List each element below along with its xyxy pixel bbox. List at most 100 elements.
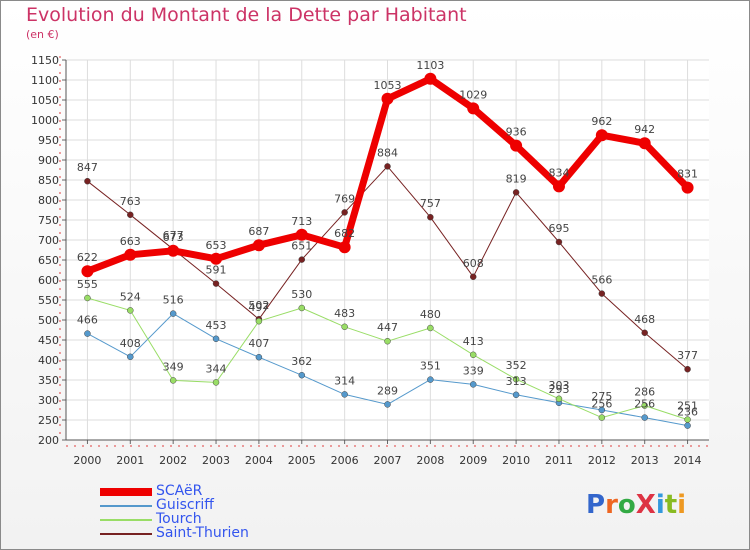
- data-label-sca-r: 936: [506, 126, 527, 139]
- data-point-saint-thurien: [84, 177, 91, 185]
- logo-letter: o: [617, 490, 636, 520]
- data-point-tourch: [555, 395, 563, 403]
- data-point-sca-r: [338, 241, 351, 254]
- legend-label-guiscriff: Guiscriff: [156, 497, 214, 513]
- data-label-tourch: 413: [463, 335, 484, 348]
- data-label-saint-thurien: 769: [334, 192, 355, 205]
- data-label-sca-r: 962: [591, 115, 612, 128]
- y-tick-label: 250: [38, 414, 59, 427]
- data-label-guiscriff: 289: [377, 384, 398, 397]
- legend-swatch-tourch: [100, 519, 152, 521]
- data-point-tourch: [641, 402, 648, 409]
- data-label-sca-r: 682: [334, 227, 355, 240]
- data-label-sca-r: 1053: [374, 79, 402, 92]
- legend-swatch-guiscriff: [100, 505, 152, 507]
- data-point-guiscriff: [684, 422, 691, 429]
- data-point-saint-thurien: [298, 256, 306, 263]
- x-tick-label: 2002: [159, 454, 187, 467]
- data-point-tourch: [341, 323, 348, 331]
- data-point-tourch: [684, 416, 691, 423]
- data-point-guiscriff: [598, 406, 606, 414]
- data-point-tourch: [169, 377, 177, 384]
- data-label-tourch: 483: [334, 307, 355, 320]
- x-tick-label: 2013: [631, 454, 659, 467]
- data-label-saint-thurien: 763: [120, 195, 141, 208]
- data-label-saint-thurien: 502: [248, 299, 269, 312]
- data-label-saint-thurien: 468: [634, 313, 655, 326]
- series: [81, 72, 694, 429]
- x-tick-label: 2003: [202, 454, 230, 467]
- data-point-tourch: [469, 351, 477, 359]
- x-tick-label: 2004: [245, 454, 273, 467]
- data-point-sca-r: [638, 137, 651, 150]
- proxiti-logo: ProXiti: [586, 490, 686, 520]
- legend-label-saint-thurien: Saint-Thurien: [156, 525, 249, 541]
- logo-letter: i: [677, 490, 687, 520]
- data-point-tourch: [384, 337, 391, 345]
- data-point-sca-r: [81, 265, 94, 278]
- data-label-saint-thurien: 695: [548, 222, 569, 235]
- data-point-sca-r: [124, 248, 137, 261]
- data-label-sca-r: 687: [248, 225, 269, 238]
- data-label-saint-thurien: 884: [377, 146, 398, 159]
- data-label-tourch: 251: [677, 400, 698, 413]
- legend-swatch-sca-r: [100, 488, 152, 496]
- data-label-saint-thurien: 591: [206, 264, 227, 277]
- y-tick-label: 550: [38, 294, 59, 307]
- y-tick-label: 450: [38, 334, 59, 347]
- data-label-sca-r: 1103: [416, 59, 444, 72]
- data-label-guiscriff: 256: [634, 398, 655, 411]
- chart-unit: (en €): [26, 28, 59, 41]
- y-tick-label: 900: [38, 154, 59, 167]
- data-labels: 622 663 673 653 687 713 682 1053 1103 1029 936 834 9…: [77, 59, 698, 419]
- data-label-tourch: 303: [548, 379, 569, 392]
- data-point-saint-thurien: [469, 273, 477, 281]
- data-label-sca-r: 663: [120, 235, 141, 248]
- data-point-tourch: [84, 294, 91, 302]
- data-label-guiscriff: 351: [420, 360, 441, 373]
- data-point-guiscriff: [641, 414, 648, 421]
- data-label-saint-thurien: 651: [291, 240, 312, 253]
- data-point-tourch: [427, 324, 434, 332]
- data-label-guiscriff: 466: [77, 314, 98, 327]
- data-point-saint-thurien: [641, 329, 648, 337]
- y-tick-label: 400: [38, 354, 59, 367]
- data-label-tourch: 447: [377, 321, 398, 334]
- x-tick-label: 2014: [674, 454, 702, 467]
- data-point-guiscriff: [298, 371, 306, 379]
- data-label-sca-r: 622: [77, 251, 98, 264]
- data-point-guiscriff: [169, 310, 177, 317]
- x-tick-label: 2006: [331, 454, 359, 467]
- x-tick-label: 2010: [502, 454, 530, 467]
- logo-letter: X: [635, 490, 656, 520]
- y-tick-label: 1100: [31, 74, 59, 87]
- data-label-guiscriff: 293: [548, 383, 569, 396]
- x-tick-label: 2007: [374, 454, 402, 467]
- data-label-saint-thurien: 847: [77, 161, 98, 174]
- data-point-guiscriff: [512, 391, 520, 399]
- data-label-tourch: 530: [291, 288, 312, 301]
- y-tick-label: 700: [38, 234, 59, 247]
- data-label-sca-r: 673: [163, 231, 184, 244]
- y-tick-label: 800: [38, 194, 59, 207]
- data-label-guiscriff: 516: [163, 294, 184, 307]
- data-point-saint-thurien: [341, 209, 348, 216]
- x-tick-label: 2011: [545, 454, 573, 467]
- legend-label-sca-r: SCAëR: [156, 483, 203, 499]
- logo-letter: i: [655, 490, 665, 520]
- legend-swatch-saint-thurien: [100, 533, 152, 535]
- x-tick-label: 2000: [73, 454, 101, 467]
- data-label-guiscriff: 408: [120, 337, 141, 350]
- data-point-saint-thurien: [427, 213, 434, 221]
- data-point-tourch: [512, 375, 520, 383]
- data-label-sca-r: 942: [634, 123, 655, 136]
- data-point-tourch: [598, 414, 606, 421]
- data-label-saint-thurien: 757: [420, 197, 441, 210]
- data-point-guiscriff: [127, 353, 134, 361]
- data-label-sca-r: 1029: [459, 88, 487, 101]
- data-point-guiscriff: [84, 330, 91, 337]
- y-tick-label: 600: [38, 274, 59, 287]
- data-point-guiscriff: [212, 335, 220, 343]
- data-label-tourch: 286: [634, 386, 655, 399]
